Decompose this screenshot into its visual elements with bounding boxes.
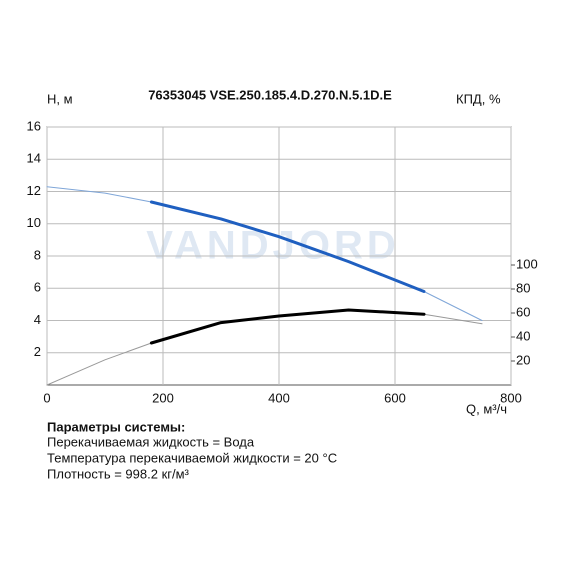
x-axis-label: Q, м³/ч	[466, 401, 507, 416]
y2-axis-label: КПД, %	[456, 91, 501, 106]
y-tick-label: 14	[27, 151, 41, 166]
y2-tick-label: 40	[516, 328, 530, 343]
note: Температура перекачиваемой жидкости = 20…	[47, 450, 337, 465]
note: Плотность = 998.2 кг/м³	[47, 466, 190, 481]
y2-tick-label: 60	[516, 304, 530, 319]
y-tick-label: 12	[27, 183, 41, 198]
chart-title: 76353045 VSE.250.185.4.D.270.N.5.1D.E	[148, 87, 392, 102]
x-tick-label: 0	[43, 390, 50, 405]
curve	[46, 309, 483, 386]
watermark: VANDJORD	[146, 224, 400, 268]
x-tick-label: 600	[384, 390, 406, 405]
notes-heading: Параметры системы:	[47, 419, 185, 434]
curve	[149, 308, 426, 345]
y-tick-label: 16	[27, 118, 41, 133]
y2-tick-label: 20	[516, 352, 530, 367]
y-tick-label: 10	[27, 215, 41, 230]
y-tick-label: 8	[34, 247, 41, 262]
x-tick-label: 400	[268, 390, 290, 405]
x-tick-label: 200	[152, 390, 174, 405]
x-tick-label: 800	[500, 390, 522, 405]
y2-tick-label: 80	[516, 280, 530, 295]
y-tick-label: 4	[34, 312, 41, 327]
y-tick-label: 2	[34, 344, 41, 359]
y2-tick-label: 100	[516, 256, 538, 271]
note: Перекачиваемая жидкость = Вода	[47, 434, 255, 449]
y-tick-label: 6	[34, 280, 41, 295]
y-axis-label: H, м	[47, 91, 73, 106]
curve	[149, 200, 426, 293]
